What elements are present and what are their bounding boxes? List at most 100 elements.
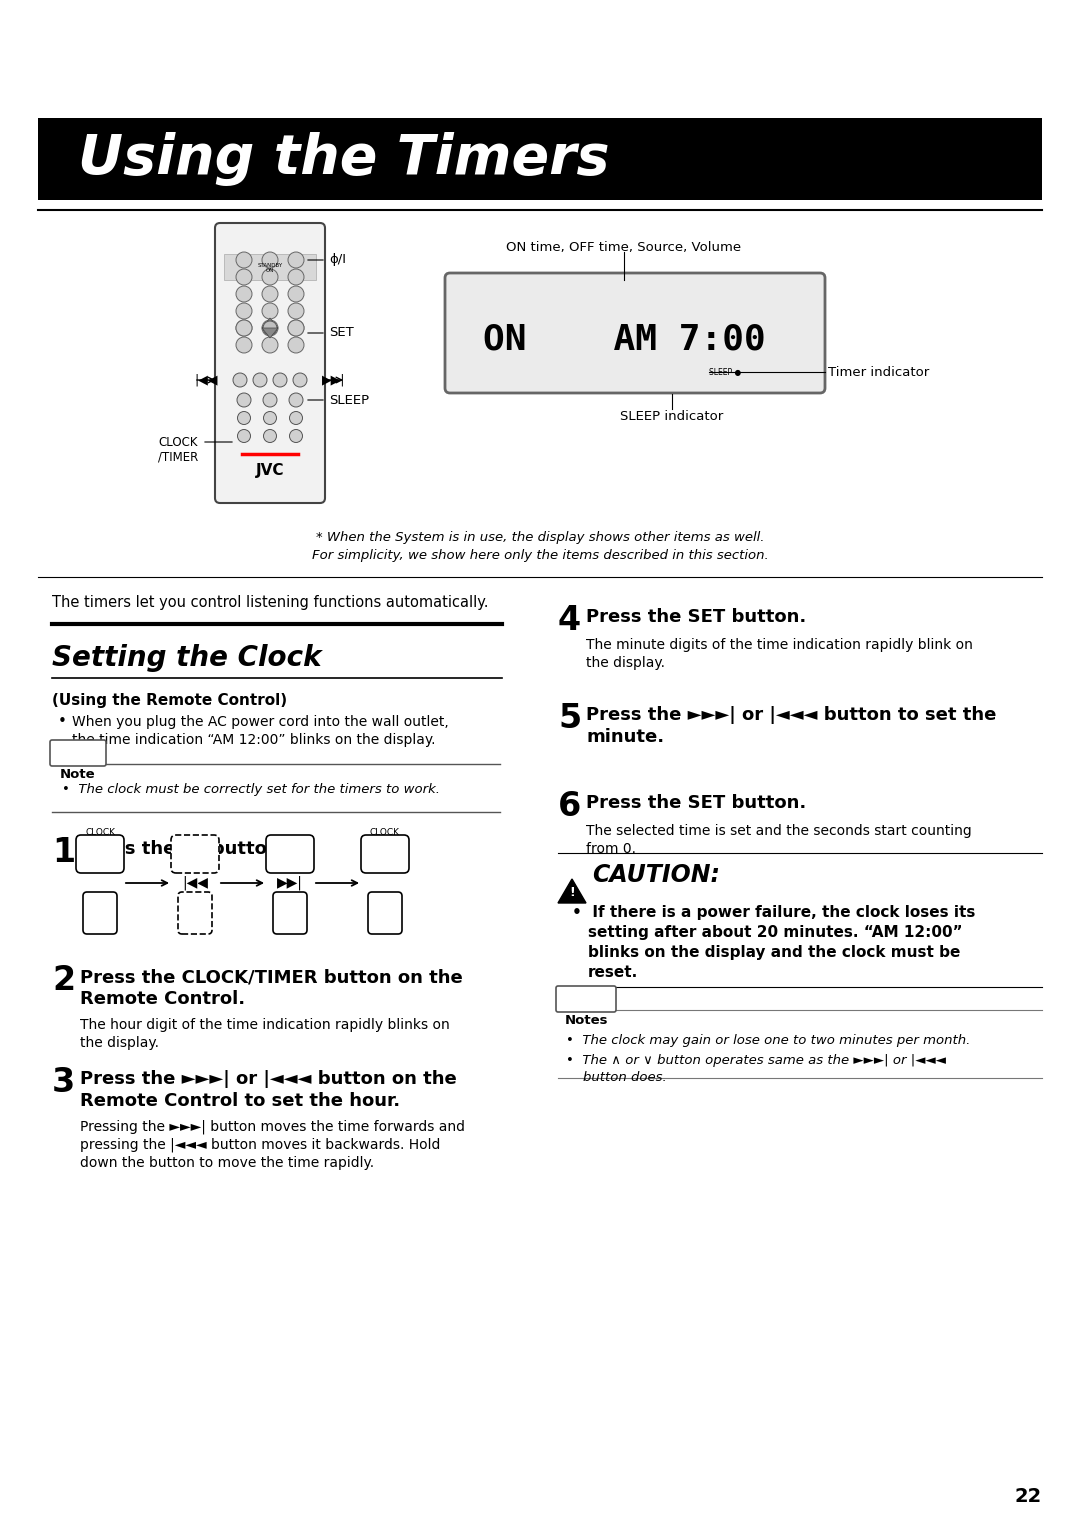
FancyBboxPatch shape	[266, 834, 314, 872]
Text: •  If there is a power failure, the clock loses its: • If there is a power failure, the clock…	[572, 905, 975, 920]
Text: Remote Control to set the hour.: Remote Control to set the hour.	[80, 1093, 400, 1109]
Text: Remote Control.: Remote Control.	[80, 990, 245, 1008]
Text: from 0.: from 0.	[586, 842, 636, 856]
Text: 2: 2	[52, 964, 76, 996]
Text: 5: 5	[558, 701, 581, 735]
Text: The minute digits of the time indication rapidly blink on: The minute digits of the time indication…	[586, 639, 973, 652]
Text: 3: 3	[52, 1067, 76, 1099]
Text: ▶▶|: ▶▶|	[278, 876, 302, 891]
FancyBboxPatch shape	[273, 892, 307, 934]
Text: |◀◀: |◀◀	[194, 373, 218, 387]
Text: Press the ►►►| or |◄◄◄ button to set the: Press the ►►►| or |◄◄◄ button to set the	[586, 706, 997, 724]
FancyBboxPatch shape	[215, 223, 325, 503]
Circle shape	[288, 269, 303, 286]
Text: the display.: the display.	[586, 656, 665, 669]
Text: minute.: minute.	[586, 727, 664, 746]
Text: (Using the Remote Control): (Using the Remote Control)	[52, 692, 287, 707]
Circle shape	[262, 269, 278, 286]
Text: 4: 4	[558, 604, 581, 637]
Text: For simplicity, we show here only the items described in this section.: For simplicity, we show here only the it…	[312, 550, 768, 562]
Text: down the button to move the time rapidly.: down the button to move the time rapidly…	[80, 1157, 374, 1170]
Text: The selected time is set and the seconds start counting: The selected time is set and the seconds…	[586, 824, 972, 837]
Circle shape	[264, 393, 276, 406]
Text: setting after about 20 minutes. “AM 12:00”: setting after about 20 minutes. “AM 12:0…	[588, 924, 962, 940]
Text: CLOCK
/TIMER: CLOCK /TIMER	[158, 435, 198, 465]
Text: •  The ∧ or ∨ button operates same as the ►►►| or |◄◄◄: • The ∧ or ∨ button operates same as the…	[566, 1054, 946, 1067]
Text: Pressing the ►►►| button moves the time forwards and: Pressing the ►►►| button moves the time …	[80, 1120, 465, 1134]
Text: Press the ⏻/| button.: Press the ⏻/| button.	[80, 840, 286, 859]
Text: ON time, OFF time, Source, Volume: ON time, OFF time, Source, Volume	[507, 241, 742, 255]
Circle shape	[262, 338, 278, 353]
Text: 6: 6	[558, 790, 581, 824]
Circle shape	[237, 303, 252, 319]
Text: The timers let you control listening functions automatically.: The timers let you control listening fun…	[52, 594, 488, 610]
Text: the display.: the display.	[80, 1036, 159, 1050]
Circle shape	[237, 338, 252, 353]
Circle shape	[262, 286, 278, 303]
Text: the time indication “AM 12:00” blinks on the display.: the time indication “AM 12:00” blinks on…	[72, 733, 435, 747]
Text: STANDBY
ON: STANDBY ON	[257, 263, 283, 274]
Text: ON    AM 7:00: ON AM 7:00	[483, 322, 766, 356]
Circle shape	[262, 303, 278, 319]
FancyBboxPatch shape	[83, 892, 117, 934]
Text: button does.: button does.	[566, 1071, 666, 1083]
Circle shape	[238, 429, 251, 443]
Circle shape	[273, 373, 287, 387]
Circle shape	[264, 429, 276, 443]
Circle shape	[262, 319, 278, 336]
FancyBboxPatch shape	[368, 892, 402, 934]
FancyBboxPatch shape	[76, 834, 124, 872]
Circle shape	[288, 338, 303, 353]
Polygon shape	[262, 329, 278, 338]
Circle shape	[288, 252, 303, 267]
Circle shape	[293, 373, 307, 387]
Text: Using the Timers: Using the Timers	[78, 131, 609, 186]
Circle shape	[289, 393, 303, 406]
Polygon shape	[262, 318, 278, 329]
Circle shape	[262, 252, 278, 267]
Text: reset.: reset.	[588, 966, 638, 979]
Text: Setting the Clock: Setting the Clock	[52, 643, 322, 672]
Circle shape	[288, 286, 303, 303]
Text: blinks on the display and the clock must be: blinks on the display and the clock must…	[588, 944, 960, 960]
Circle shape	[264, 321, 276, 335]
Text: •: •	[58, 715, 67, 729]
FancyBboxPatch shape	[445, 274, 825, 393]
FancyBboxPatch shape	[50, 740, 106, 766]
Text: Press the SET button.: Press the SET button.	[586, 795, 807, 811]
Circle shape	[264, 411, 276, 425]
Text: Timer indicator: Timer indicator	[828, 365, 929, 379]
Text: SET: SET	[329, 327, 354, 339]
Text: 1: 1	[52, 836, 76, 869]
Bar	[224, 254, 316, 280]
Text: CAUTION:: CAUTION:	[592, 863, 720, 886]
Circle shape	[233, 373, 247, 387]
Text: Press the SET button.: Press the SET button.	[586, 608, 807, 626]
Circle shape	[288, 319, 303, 336]
Text: |◀◀: |◀◀	[183, 876, 208, 891]
Bar	[38, 118, 1042, 200]
Text: CLOCK
/TIMER: CLOCK /TIMER	[369, 828, 401, 847]
Circle shape	[237, 269, 252, 286]
Text: Press the ►►►| or |◄◄◄ button on the: Press the ►►►| or |◄◄◄ button on the	[80, 1070, 457, 1088]
FancyBboxPatch shape	[171, 834, 219, 872]
Circle shape	[289, 429, 302, 443]
Polygon shape	[558, 879, 586, 903]
Circle shape	[237, 319, 252, 336]
FancyBboxPatch shape	[178, 892, 212, 934]
Text: Press the CLOCK/TIMER button on the: Press the CLOCK/TIMER button on the	[80, 969, 462, 986]
Circle shape	[288, 303, 303, 319]
Circle shape	[238, 411, 251, 425]
Circle shape	[253, 373, 267, 387]
Circle shape	[289, 411, 302, 425]
Circle shape	[237, 252, 252, 267]
FancyBboxPatch shape	[556, 986, 616, 1012]
Text: The hour digit of the time indication rapidly blinks on: The hour digit of the time indication ra…	[80, 1018, 449, 1031]
Text: •  The clock may gain or lose one to two minutes per month.: • The clock may gain or lose one to two …	[566, 1034, 970, 1047]
Text: SLEEP: SLEEP	[329, 394, 369, 406]
Text: !: !	[569, 886, 575, 900]
Text: SLEEP ●: SLEEP ●	[708, 368, 741, 376]
Text: 22: 22	[1015, 1487, 1042, 1505]
FancyBboxPatch shape	[361, 834, 409, 872]
Text: * When the System is in use, the display shows other items as well.: * When the System is in use, the display…	[315, 532, 765, 544]
